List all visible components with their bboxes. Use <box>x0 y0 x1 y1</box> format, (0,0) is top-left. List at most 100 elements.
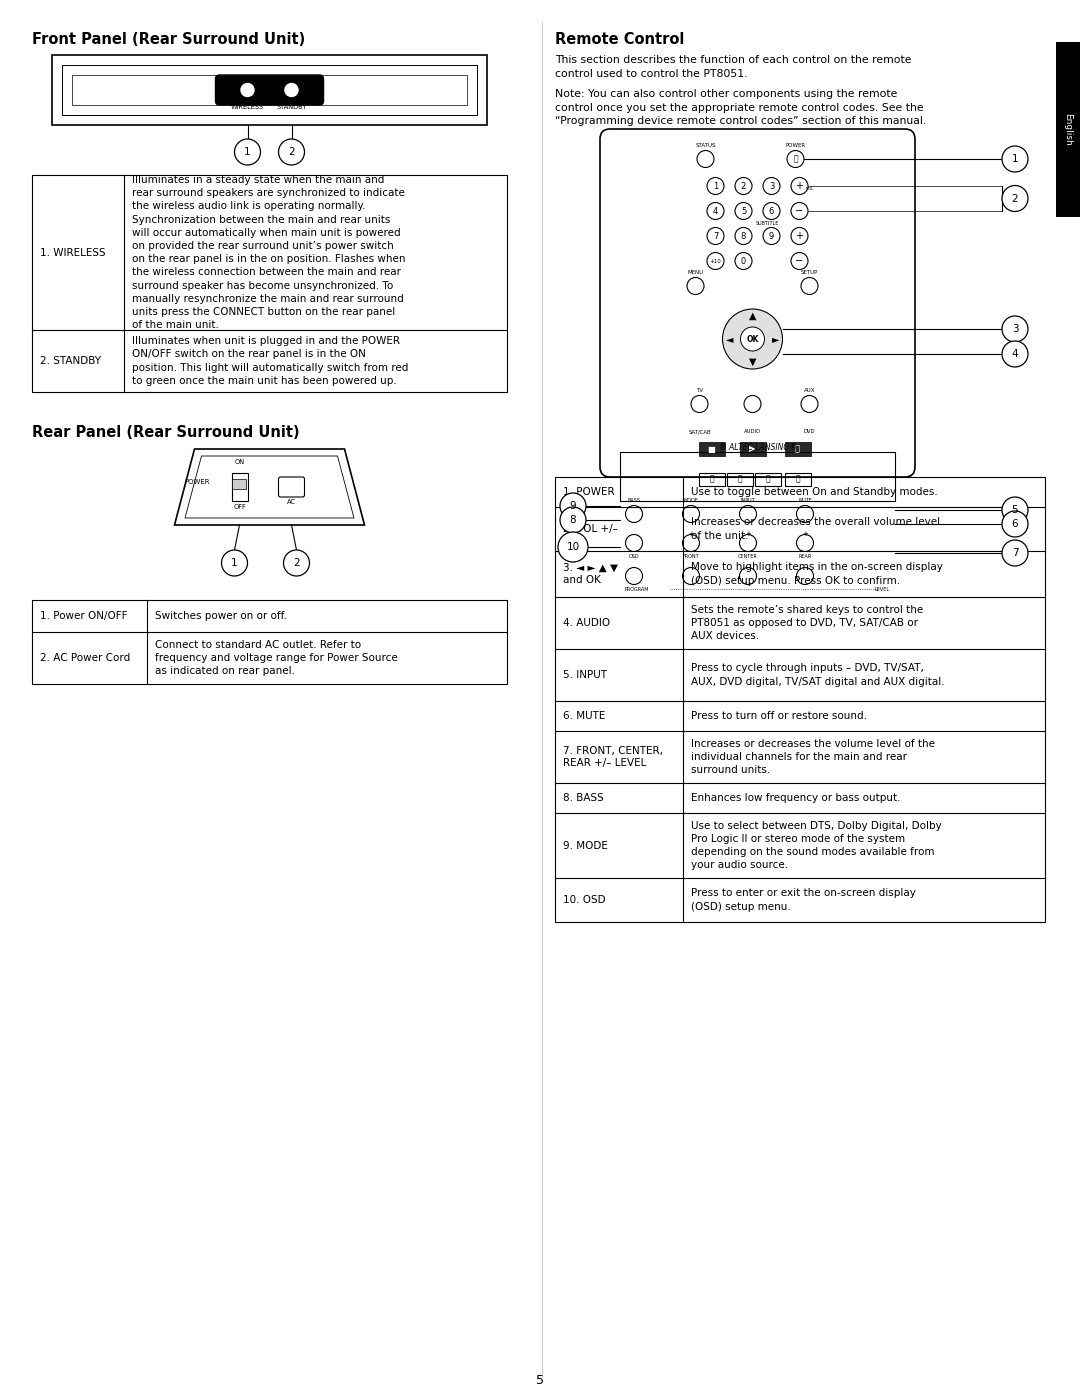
Text: 9. MODE: 9. MODE <box>563 841 608 851</box>
Text: 1: 1 <box>713 182 718 190</box>
Text: 2. VOL +/–: 2. VOL +/– <box>563 524 618 534</box>
Text: 5: 5 <box>1012 504 1018 515</box>
Text: Press to turn off or restore sound.: Press to turn off or restore sound. <box>691 711 867 721</box>
Bar <box>699 443 725 455</box>
Text: 5: 5 <box>741 207 746 215</box>
Text: 1: 1 <box>1012 154 1018 163</box>
Text: ⏸: ⏸ <box>795 444 800 454</box>
Text: CENTER: CENTER <box>738 555 758 559</box>
Text: Use to toggle between On and Standby modes.: Use to toggle between On and Standby mod… <box>691 488 937 497</box>
Text: ▼: ▼ <box>748 358 756 367</box>
Text: −: − <box>796 205 804 217</box>
Text: STANDBY: STANDBY <box>276 103 307 110</box>
Text: Increases or decreases the volume level of the
individual channels for the main : Increases or decreases the volume level … <box>691 739 935 775</box>
Text: 4: 4 <box>713 207 718 215</box>
Text: +10: +10 <box>710 258 721 264</box>
Circle shape <box>1002 316 1028 342</box>
Circle shape <box>561 493 586 520</box>
Text: ⏻: ⏻ <box>793 155 798 163</box>
Bar <box>232 479 246 489</box>
Circle shape <box>741 327 765 351</box>
Bar <box>555 476 1045 922</box>
Text: 3: 3 <box>1012 324 1018 334</box>
Text: Press to enter or exit the on-screen display
(OSD) setup menu.: Press to enter or exit the on-screen dis… <box>691 888 916 912</box>
Text: AC: AC <box>287 499 296 504</box>
Text: 1: 1 <box>231 557 238 569</box>
Text: Remote Control: Remote Control <box>555 32 685 47</box>
Text: 2. STANDBY: 2. STANDBY <box>40 356 102 366</box>
Text: 7. FRONT, CENTER,
REAR +/– LEVEL: 7. FRONT, CENTER, REAR +/– LEVEL <box>563 746 663 768</box>
Text: 5. INPUT: 5. INPUT <box>563 671 607 680</box>
Text: 8. BASS: 8. BASS <box>563 793 604 803</box>
Text: +: + <box>796 231 804 242</box>
Text: Front Panel (Rear Surround Unit): Front Panel (Rear Surround Unit) <box>32 32 306 47</box>
Text: 2: 2 <box>293 557 300 569</box>
Text: ⏭: ⏭ <box>795 475 800 483</box>
Circle shape <box>283 550 310 576</box>
Circle shape <box>279 138 305 165</box>
Text: Note: You can also control other components using the remote
control once you se: Note: You can also control other compone… <box>555 89 927 126</box>
Bar <box>755 472 781 486</box>
Text: 5: 5 <box>536 1375 544 1387</box>
Text: 9: 9 <box>569 502 577 511</box>
Text: Sets the remote’s shared keys to control the
PT8051 as opposed to DVD, TV, SAT/C: Sets the remote’s shared keys to control… <box>691 605 923 641</box>
Text: TV: TV <box>696 388 703 393</box>
Text: DVD: DVD <box>804 429 815 434</box>
Text: ⏪: ⏪ <box>710 475 714 483</box>
Circle shape <box>1002 186 1028 211</box>
Text: +: + <box>688 531 694 536</box>
Bar <box>784 443 810 455</box>
Text: English: English <box>1064 113 1072 145</box>
Text: 7: 7 <box>713 232 718 240</box>
Text: Illuminates when unit is plugged in and the POWER
ON/OFF switch on the rear pane: Illuminates when unit is plugged in and … <box>132 337 408 386</box>
Bar <box>32 599 507 685</box>
Text: ■: ■ <box>707 444 715 454</box>
Text: VOL: VOL <box>806 187 814 191</box>
Circle shape <box>1002 541 1028 566</box>
Text: ® ALTEC LANSING®: ® ALTEC LANSING® <box>718 443 796 451</box>
Text: Rear Panel (Rear Surround Unit): Rear Panel (Rear Surround Unit) <box>32 425 299 440</box>
Text: ►: ► <box>772 334 780 344</box>
Text: OK: OK <box>746 334 758 344</box>
Text: Enhances low frequency or bass output.: Enhances low frequency or bass output. <box>691 793 901 803</box>
Text: 4. AUDIO: 4. AUDIO <box>563 617 610 629</box>
FancyBboxPatch shape <box>216 75 324 105</box>
Text: +: + <box>802 531 808 536</box>
Text: ON: ON <box>234 460 244 465</box>
Bar <box>1056 42 1080 217</box>
Text: 6. MUTE: 6. MUTE <box>563 711 606 721</box>
Circle shape <box>1002 497 1028 522</box>
Circle shape <box>1002 511 1028 536</box>
Text: 8: 8 <box>741 232 746 240</box>
Circle shape <box>558 532 588 562</box>
Text: PROGRAM: PROGRAM <box>625 587 649 592</box>
Text: SETUP: SETUP <box>800 270 819 275</box>
Bar <box>62 66 477 115</box>
Text: 1. POWER: 1. POWER <box>563 488 615 497</box>
Text: INPUT: INPUT <box>741 497 755 503</box>
Text: 2. AC Power Cord: 2. AC Power Cord <box>40 652 131 664</box>
Text: 4: 4 <box>1012 349 1018 359</box>
Bar <box>784 472 810 486</box>
Text: 1. Power ON/OFF: 1. Power ON/OFF <box>40 610 127 622</box>
Text: ◄: ◄ <box>726 334 733 344</box>
Text: 10. OSD: 10. OSD <box>563 895 606 905</box>
Text: +: + <box>796 182 804 191</box>
Text: 7: 7 <box>1012 548 1018 557</box>
FancyBboxPatch shape <box>600 129 915 476</box>
Text: POWER: POWER <box>184 479 210 485</box>
Text: 2: 2 <box>1012 194 1018 204</box>
Text: 6: 6 <box>1012 520 1018 529</box>
Text: ⏩: ⏩ <box>738 475 742 483</box>
Text: 1: 1 <box>244 147 251 156</box>
Text: Press to cycle through inputs – DVD, TV/SAT,
AUX, DVD digital, TV/SAT digital an: Press to cycle through inputs – DVD, TV/… <box>691 664 945 686</box>
Text: 1. WIRELESS: 1. WIRELESS <box>40 247 106 257</box>
Text: 2: 2 <box>741 182 746 190</box>
Text: ▶: ▶ <box>750 444 756 454</box>
Circle shape <box>285 84 298 96</box>
Text: Use to select between DTS, Dolby Digital, Dolby
Pro Logic II or stereo mode of t: Use to select between DTS, Dolby Digital… <box>691 820 942 870</box>
Bar <box>740 443 766 455</box>
Text: SAT/CAB: SAT/CAB <box>688 429 711 434</box>
Circle shape <box>221 550 247 576</box>
Text: MODE: MODE <box>684 497 699 503</box>
